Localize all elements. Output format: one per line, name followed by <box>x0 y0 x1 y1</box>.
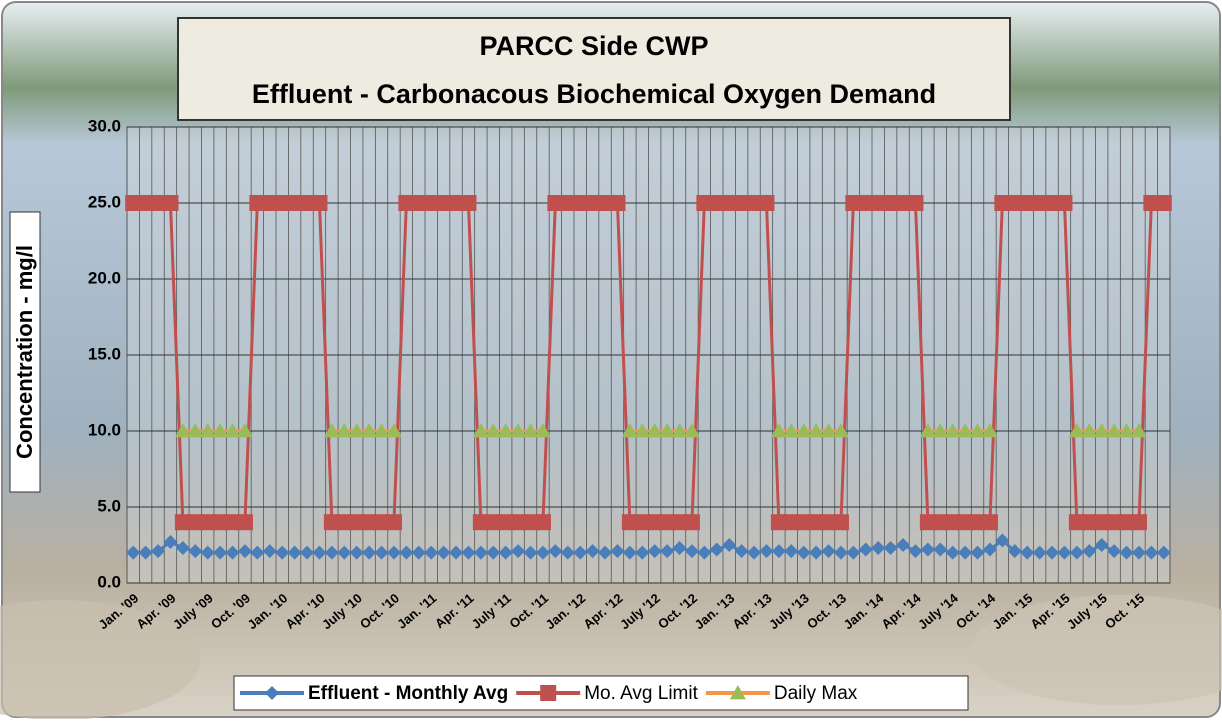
point <box>609 195 625 211</box>
point <box>1156 195 1172 211</box>
point <box>1131 514 1147 530</box>
legend-label: Daily Max <box>774 683 858 704</box>
chart: PARCC Side CWP Effluent - Carbonacous Bi… <box>0 0 1222 719</box>
point <box>833 514 849 530</box>
point <box>460 195 476 211</box>
point <box>535 514 551 530</box>
y-axis-label: Concentration - mg/l <box>12 245 37 459</box>
legend-label: Mo. Avg Limit <box>584 683 698 704</box>
point <box>982 514 998 530</box>
chart-subtitle: Effluent - Carbonacous Biochemical Oxyge… <box>252 79 936 109</box>
legend-item: Mo. Avg Limit <box>516 683 698 704</box>
y-tick-label: 20.0 <box>88 268 121 287</box>
y-tick-label: 10.0 <box>88 420 121 439</box>
y-tick-label: 15.0 <box>88 344 121 363</box>
point <box>311 195 327 211</box>
legend-label: Effluent - Monthly Avg <box>308 683 508 704</box>
point <box>237 514 253 530</box>
point <box>386 514 402 530</box>
y-tick-label: 30.0 <box>88 116 121 135</box>
y-tick-label: 5.0 <box>97 496 121 515</box>
point <box>1056 195 1072 211</box>
legend-marker <box>540 685 556 701</box>
y-tick-label: 0.0 <box>97 572 121 591</box>
point <box>684 514 700 530</box>
point <box>162 195 178 211</box>
page: PARCC Side CWP Effluent - Carbonacous Bi… <box>0 0 1222 724</box>
y-tick-label: 25.0 <box>88 192 121 211</box>
point <box>758 195 774 211</box>
point <box>907 195 923 211</box>
chart-title: PARCC Side CWP <box>479 31 708 61</box>
